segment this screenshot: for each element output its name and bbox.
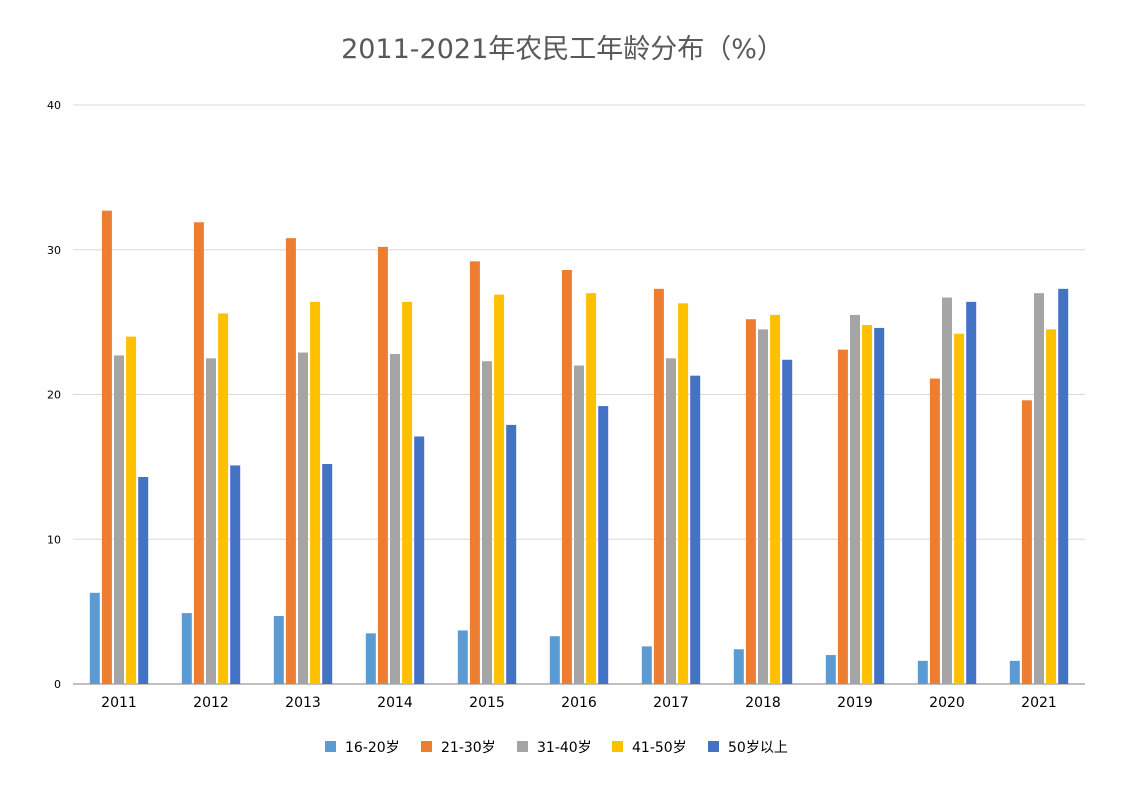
bar-2019-50岁以上 [874, 327, 885, 684]
x-tick-label: 2012 [193, 695, 229, 711]
y-tick-label: 10 [47, 533, 61, 546]
bar-2015-41-50岁 [494, 294, 505, 684]
bar-2015-16-20岁 [457, 630, 468, 684]
legend-swatch [612, 741, 623, 752]
x-tick-label: 2020 [929, 695, 965, 711]
bar-2011-16-20岁 [89, 592, 100, 684]
bar-2014-50岁以上 [414, 436, 425, 684]
chart-title: 2011-2021年农民工年龄分布（%） [341, 34, 784, 65]
bar-2017-21-30岁 [653, 288, 664, 684]
x-tick-label: 2019 [837, 695, 873, 711]
bar-2019-31-40岁 [850, 314, 860, 684]
bar-2016-41-50岁 [586, 293, 597, 684]
y-tick-label: 30 [47, 244, 61, 257]
bar-2021-50岁以上 [1058, 288, 1069, 684]
bar-2017-16-20岁 [641, 646, 652, 684]
bar-2014-41-50岁 [402, 301, 413, 684]
bar-2021-31-40岁 [1034, 293, 1044, 684]
x-tick-label: 2021 [1021, 695, 1057, 711]
y-axis-ticks: 0 10 20 30 40 [47, 99, 61, 691]
bar-2013-50岁以上 [322, 463, 333, 684]
bar-2017-50岁以上 [690, 375, 701, 684]
bar-2018-21-30岁 [745, 319, 756, 684]
x-tick-label: 2011 [101, 695, 137, 711]
bar-2011-31-40岁 [114, 355, 124, 684]
legend-label: 41-50岁 [632, 740, 687, 756]
x-tick-label: 2013 [285, 695, 321, 711]
bar-2011-41-50岁 [126, 336, 137, 684]
legend-item: 41-50岁 [612, 740, 687, 756]
legend-swatch [517, 741, 528, 752]
bar-2012-16-20岁 [181, 613, 192, 684]
bar-2020-31-40岁 [942, 297, 952, 684]
bar-2018-41-50岁 [770, 314, 781, 684]
bar-2013-41-50岁 [310, 301, 321, 684]
legend-label: 16-20岁 [345, 740, 400, 756]
bar-2018-50岁以上 [782, 359, 793, 684]
bar-2013-31-40岁 [298, 352, 308, 684]
bar-2018-16-20岁 [733, 649, 744, 684]
legend-item: 31-40岁 [517, 740, 592, 756]
legend-swatch [325, 741, 336, 752]
bar-2016-21-30岁 [561, 270, 572, 684]
bar-2021-16-20岁 [1009, 660, 1020, 684]
bar-2016-50岁以上 [598, 406, 609, 684]
bar-2019-16-20岁 [825, 655, 836, 684]
bar-2016-16-20岁 [549, 636, 560, 684]
y-tick-label: 40 [47, 99, 61, 112]
legend-swatch [708, 741, 719, 752]
bar-2021-41-50岁 [1046, 329, 1057, 684]
bar-2020-21-30岁 [929, 378, 940, 684]
bar-2018-31-40岁 [758, 329, 768, 684]
bar-2019-41-50岁 [862, 325, 873, 684]
bar-2015-50岁以上 [506, 424, 517, 684]
bar-2015-21-30岁 [469, 261, 480, 684]
bar-2016-31-40岁 [574, 365, 584, 684]
bar-2014-16-20岁 [365, 633, 376, 684]
bar-2012-41-50岁 [218, 313, 229, 684]
bar-2015-31-40岁 [482, 361, 492, 684]
x-tick-label: 2015 [469, 695, 505, 711]
legend-item: 50岁以上 [708, 740, 788, 756]
bar-2011-50岁以上 [138, 477, 149, 684]
bar-2012-50岁以上 [230, 465, 241, 684]
bar-2013-21-30岁 [285, 238, 296, 685]
bar-2020-16-20岁 [917, 660, 928, 684]
x-tick-label: 2017 [653, 695, 689, 711]
bars [89, 210, 1069, 685]
bar-2017-31-40岁 [666, 358, 676, 684]
y-tick-label: 20 [47, 389, 61, 402]
bar-2013-16-20岁 [273, 615, 284, 684]
y-tick-label: 0 [54, 678, 61, 691]
bar-2012-31-40岁 [206, 358, 216, 684]
x-axis-ticks: 2011 2012 2013 2014 2015 2016 2017 2018 2019 2020… [101, 695, 1057, 711]
x-tick-label: 2018 [745, 695, 781, 711]
legend-swatch [421, 741, 432, 752]
legend: 16-20岁 21-30岁 31-40岁 41-50岁 50岁以上 [325, 740, 788, 756]
legend-label: 31-40岁 [537, 740, 592, 756]
bar-2019-21-30岁 [837, 349, 848, 684]
bar-2014-21-30岁 [377, 246, 388, 685]
legend-label: 21-30岁 [441, 740, 496, 756]
bar-2011-21-30岁 [101, 210, 112, 685]
legend-item: 16-20岁 [325, 740, 400, 756]
bar-2014-31-40岁 [390, 353, 400, 684]
x-tick-label: 2014 [377, 695, 413, 711]
x-tick-label: 2016 [561, 695, 597, 711]
bar-2021-21-30岁 [1021, 400, 1032, 684]
bar-2012-21-30岁 [193, 222, 204, 684]
bar-2017-41-50岁 [678, 303, 689, 684]
legend-label: 50岁以上 [728, 740, 788, 756]
bar-2020-50岁以上 [966, 301, 977, 684]
bar-2020-41-50岁 [954, 333, 965, 684]
legend-item: 21-30岁 [421, 740, 496, 756]
